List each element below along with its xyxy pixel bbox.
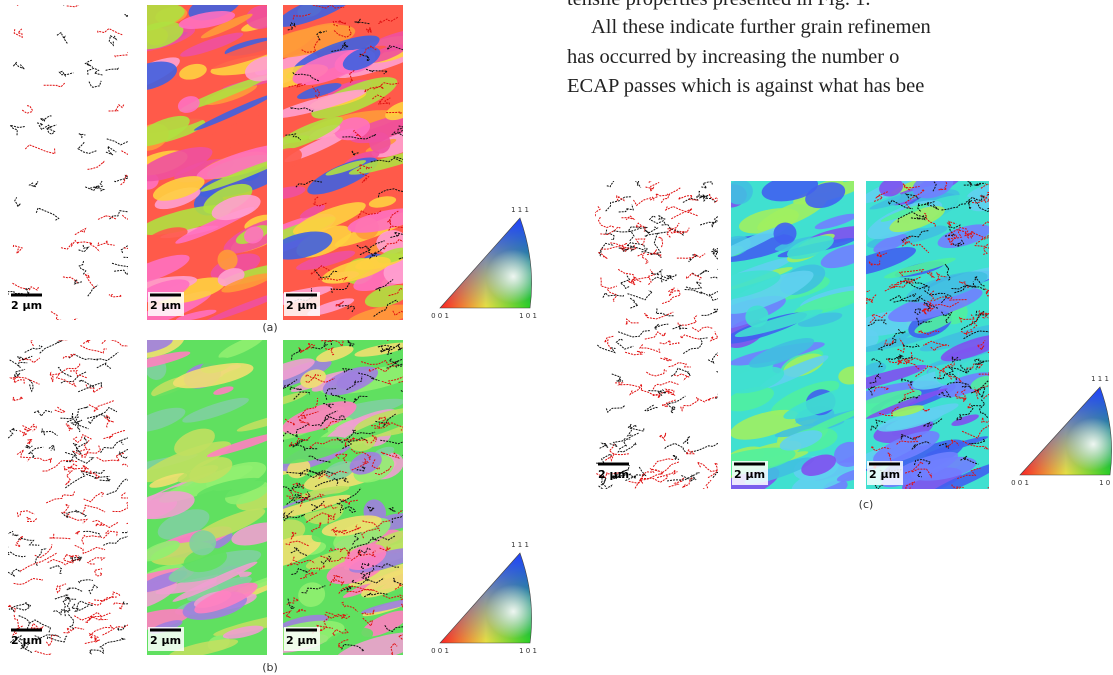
grain-boundary (717, 268, 721, 278)
scale-bar-label: 2 μm (150, 299, 181, 312)
scale-bar-label: 2 μm (286, 634, 317, 647)
ipf-label: 1 1 1 (511, 541, 529, 549)
page: tensile properties presented in Fig. 1. … (0, 0, 1113, 675)
ipf-label: 0 0 1 (431, 647, 449, 655)
grain-boundary (988, 482, 1007, 489)
micrograph: 2 μm (250, 328, 441, 672)
grain-boundary (399, 594, 425, 598)
grain-boundary (988, 344, 1012, 353)
scale-bar-label: 2 μm (869, 468, 900, 481)
ipf-label: 1 0 1 (519, 647, 537, 655)
grain-boundary (56, 0, 64, 5)
micrograph: 2 μm (100, 323, 311, 661)
scale-bar-label: 2 μm (598, 468, 629, 481)
scale-bar-label: 2 μm (734, 468, 765, 481)
micrograph: 2 μm (593, 171, 736, 490)
scale-bar-label: 2 μm (11, 634, 42, 647)
scale-bar-label: 2 μm (286, 299, 317, 312)
grain-boundary (403, 446, 429, 456)
ipf-label: 1 0 1 (519, 312, 537, 320)
ipf-label: 1 0 1 (1099, 479, 1113, 487)
grain-boundary (345, 333, 356, 342)
micrograph: 2 μm (238, 0, 444, 333)
grain-boundary (717, 355, 733, 359)
panel-label: (b) (262, 661, 278, 674)
grain-boundary (41, 326, 57, 340)
scale-bar-label: 2 μm (11, 299, 42, 312)
ipf-label: 1 1 1 (1091, 375, 1109, 383)
grain-boundary (59, 336, 69, 341)
grain-boundary (987, 200, 1001, 208)
ipf-triangle-white (440, 218, 532, 308)
ipf-label: 0 0 1 (431, 312, 449, 320)
panel-label: (c) (859, 498, 874, 511)
scale-bar-label: 2 μm (150, 634, 181, 647)
grain-boundary (649, 171, 690, 183)
panel-label: (a) (262, 321, 277, 334)
figure-panel: 2 μm 2 μm 2 μm (b) 1 1 1 0 0 1 1 0 1 (0, 323, 537, 674)
ipf-label: 1 1 1 (511, 206, 529, 214)
grain-boundary (125, 454, 149, 458)
grain-boundary (717, 247, 734, 253)
micrograph: 2 μm (108, 0, 298, 336)
background (8, 340, 128, 655)
grain-boundary (401, 390, 415, 395)
micrograph: 2 μm (8, 0, 146, 322)
background (8, 5, 128, 320)
micrograph: 2 μm (0, 326, 151, 658)
micrograph: 2 μm (833, 163, 1015, 503)
grain-boundary (986, 285, 1012, 293)
figure-panel: 2 μm 2 μm 2 μm (a) 1 1 1 0 0 1 1 0 1 (8, 0, 537, 336)
figure-panel: 2 μm 2 μm 2 μm (c) 1 1 1 0 0 1 1 0 1 (593, 163, 1113, 511)
grain-boundary (388, 328, 400, 341)
grain-boundary (988, 183, 1003, 195)
ipf-triangle-white (1020, 387, 1112, 475)
ipf-label: 0 0 1 (1011, 479, 1029, 487)
ipf-triangle-white (440, 553, 532, 643)
figure: 2 μm2 μm2 μm(a)1 1 10 0 11 0 12 μm2 μm2 … (0, 0, 1113, 675)
grain-boundary (17, 0, 42, 5)
micrograph: 2 μm (692, 171, 888, 507)
